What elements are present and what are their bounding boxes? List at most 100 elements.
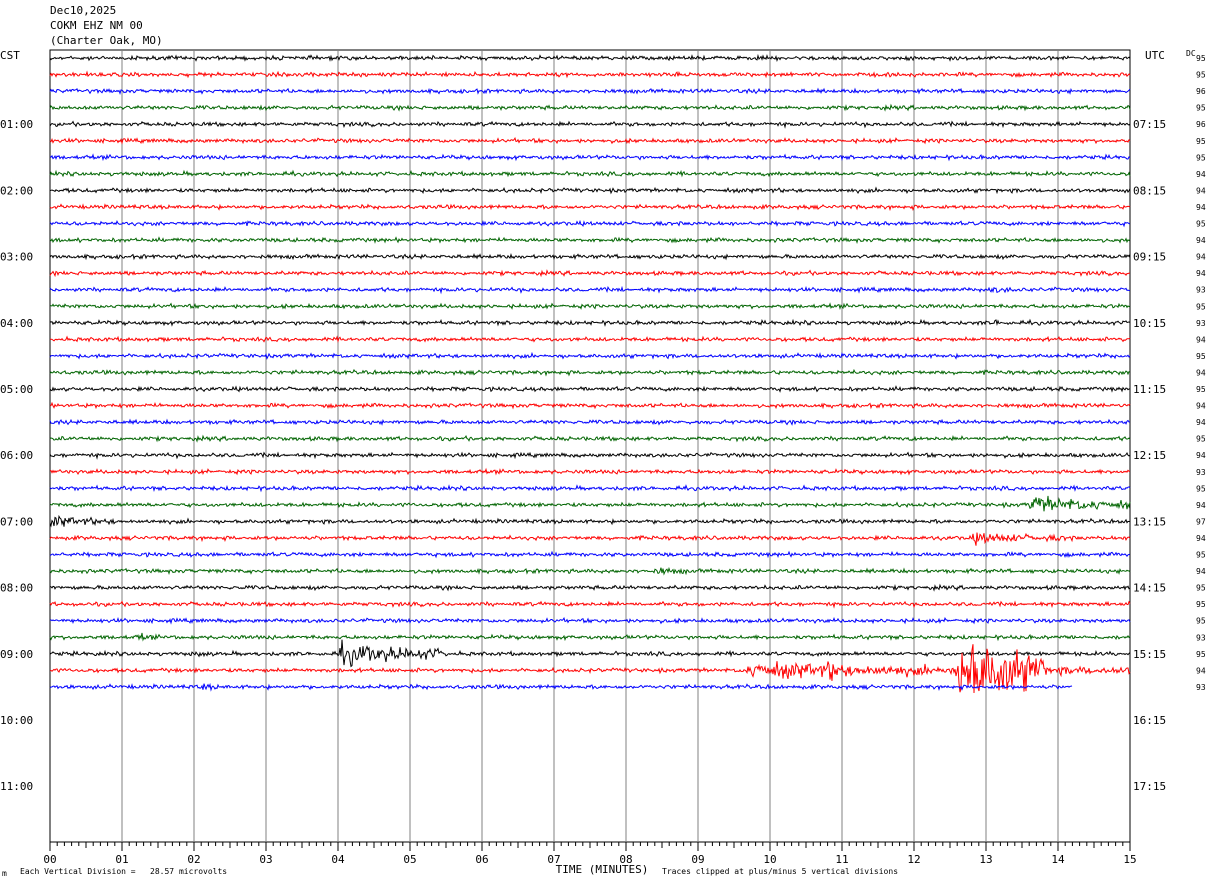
left-hour-label: 02:00	[0, 184, 33, 197]
x-tick-label: 04	[331, 853, 345, 866]
dc-offset-label: 94	[1196, 186, 1206, 195]
seismic-trace	[49, 335, 1131, 343]
dc-offset-label: 94	[1196, 203, 1206, 212]
dc-offset-label: 93	[1196, 633, 1206, 642]
dc-offset-label: 94	[1196, 418, 1206, 427]
dc-offset-label: 94	[1196, 368, 1206, 377]
seismic-trace	[49, 285, 1131, 295]
seismic-trace	[49, 169, 1131, 178]
seismic-trace	[49, 550, 1131, 559]
right-hour-label: 15:15	[1133, 648, 1166, 661]
right-hour-label: 07:15	[1133, 118, 1166, 131]
seismic-trace	[49, 318, 1131, 327]
dc-offset-label: 95	[1196, 104, 1206, 113]
left-hour-label: 09:00	[0, 648, 33, 661]
dc-offset-label: 94	[1196, 253, 1206, 262]
dc-offset-label: 94	[1196, 335, 1206, 344]
seismic-trace	[49, 219, 1131, 228]
left-hour-label: 01:00	[0, 118, 33, 131]
dc-offset-label: 93	[1196, 286, 1206, 295]
seismic-trace	[49, 418, 1131, 426]
plot-date: Dec10,2025	[50, 4, 117, 17]
x-tick-label: 12	[907, 853, 920, 866]
plot-frame	[49, 49, 1131, 843]
corner-mark: m	[2, 869, 7, 878]
dc-offset-label: 94	[1196, 451, 1206, 460]
x-tick-label: 10	[763, 853, 776, 866]
dc-offset-label: 93	[1196, 319, 1206, 328]
seismic-trace	[49, 583, 1131, 592]
dc-offset-label: 95	[1196, 71, 1206, 80]
dc-offset-label: 94	[1196, 567, 1206, 576]
seismic-trace	[49, 252, 1131, 261]
x-tick-label: 08	[619, 853, 632, 866]
x-tick-label: 13	[979, 853, 992, 866]
station-location: (Charter Oak, MO)	[50, 34, 163, 47]
right-hour-label: 13:15	[1133, 515, 1166, 528]
x-tick-label: 14	[1051, 853, 1065, 866]
seismic-trace	[49, 368, 1131, 377]
x-tick-label: 15	[1123, 853, 1136, 866]
left-timezone-label: CST	[0, 49, 20, 62]
seismic-trace	[49, 351, 1131, 360]
right-hour-label: 16:15	[1133, 714, 1166, 727]
dc-offset-label: 94	[1196, 534, 1206, 543]
seismic-trace	[49, 434, 1131, 443]
x-tick-label: 11	[835, 853, 848, 866]
x-tick-label: 00	[43, 853, 56, 866]
right-timezone-label: UTC	[1145, 49, 1165, 62]
seismic-trace	[49, 632, 1131, 642]
seismic-trace	[49, 467, 1131, 476]
seismic-trace	[49, 451, 1131, 460]
dc-offset-label: 96	[1196, 120, 1206, 129]
right-hour-label: 10:15	[1133, 317, 1166, 330]
dc-label: DC	[1186, 49, 1196, 58]
x-tick-label: 01	[115, 853, 128, 866]
dc-offset-label: 95	[1196, 302, 1206, 311]
seismic-trace	[49, 514, 1131, 528]
clip-note: Traces clipped at plus/minus 5 vertical …	[662, 867, 899, 876]
dc-offset-label: 94	[1196, 402, 1206, 411]
x-tick-label: 07	[547, 853, 560, 866]
seismic-trace	[49, 600, 1131, 609]
right-hour-label: 11:15	[1133, 383, 1166, 396]
dc-offset-label: 95	[1196, 435, 1206, 444]
right-hour-label: 17:15	[1133, 780, 1166, 793]
seismic-trace	[49, 639, 1131, 668]
left-hour-label: 04:00	[0, 317, 33, 330]
seismic-trace	[49, 236, 1131, 245]
left-hour-label: 06:00	[0, 449, 33, 462]
dc-offset-label: 95	[1196, 650, 1206, 659]
left-hour-label: 07:00	[0, 515, 33, 528]
seismic-trace	[49, 644, 1131, 694]
seismic-trace	[49, 137, 1131, 145]
x-axis-label: TIME (MINUTES)	[556, 863, 649, 876]
dc-offset-label: 95	[1196, 153, 1206, 162]
seismic-trace	[49, 401, 1131, 410]
seismic-trace	[49, 269, 1130, 278]
dc-offset-label: 93	[1196, 468, 1206, 477]
left-hour-label: 11:00	[0, 780, 33, 793]
seismic-trace	[49, 203, 1131, 212]
x-tick-label: 09	[691, 853, 704, 866]
right-hour-label: 09:15	[1133, 251, 1166, 264]
seismic-trace	[49, 484, 1131, 493]
seismic-trace	[49, 385, 1131, 393]
seismic-trace	[49, 103, 1131, 112]
seismic-trace	[49, 53, 1131, 62]
dc-offset-label: 95	[1196, 385, 1206, 394]
right-hour-label: 12:15	[1133, 449, 1166, 462]
station-code: COKM EHZ NM 00	[50, 19, 143, 32]
dc-offset-label: 94	[1196, 501, 1206, 510]
scale-note: Each Vertical Division = 28.57 microvolt…	[20, 867, 228, 876]
seismic-trace	[49, 532, 1131, 546]
left-hour-label: 10:00	[0, 714, 33, 727]
dc-offset-label: 95	[1196, 584, 1206, 593]
seismic-trace	[49, 302, 1131, 311]
dc-offset-label: 94	[1196, 170, 1206, 179]
seismic-trace	[49, 566, 1131, 576]
dc-offset-label: 95	[1196, 137, 1206, 146]
x-tick-label: 03	[259, 853, 272, 866]
seismic-trace	[49, 682, 1073, 692]
x-tick-label: 05	[403, 853, 416, 866]
